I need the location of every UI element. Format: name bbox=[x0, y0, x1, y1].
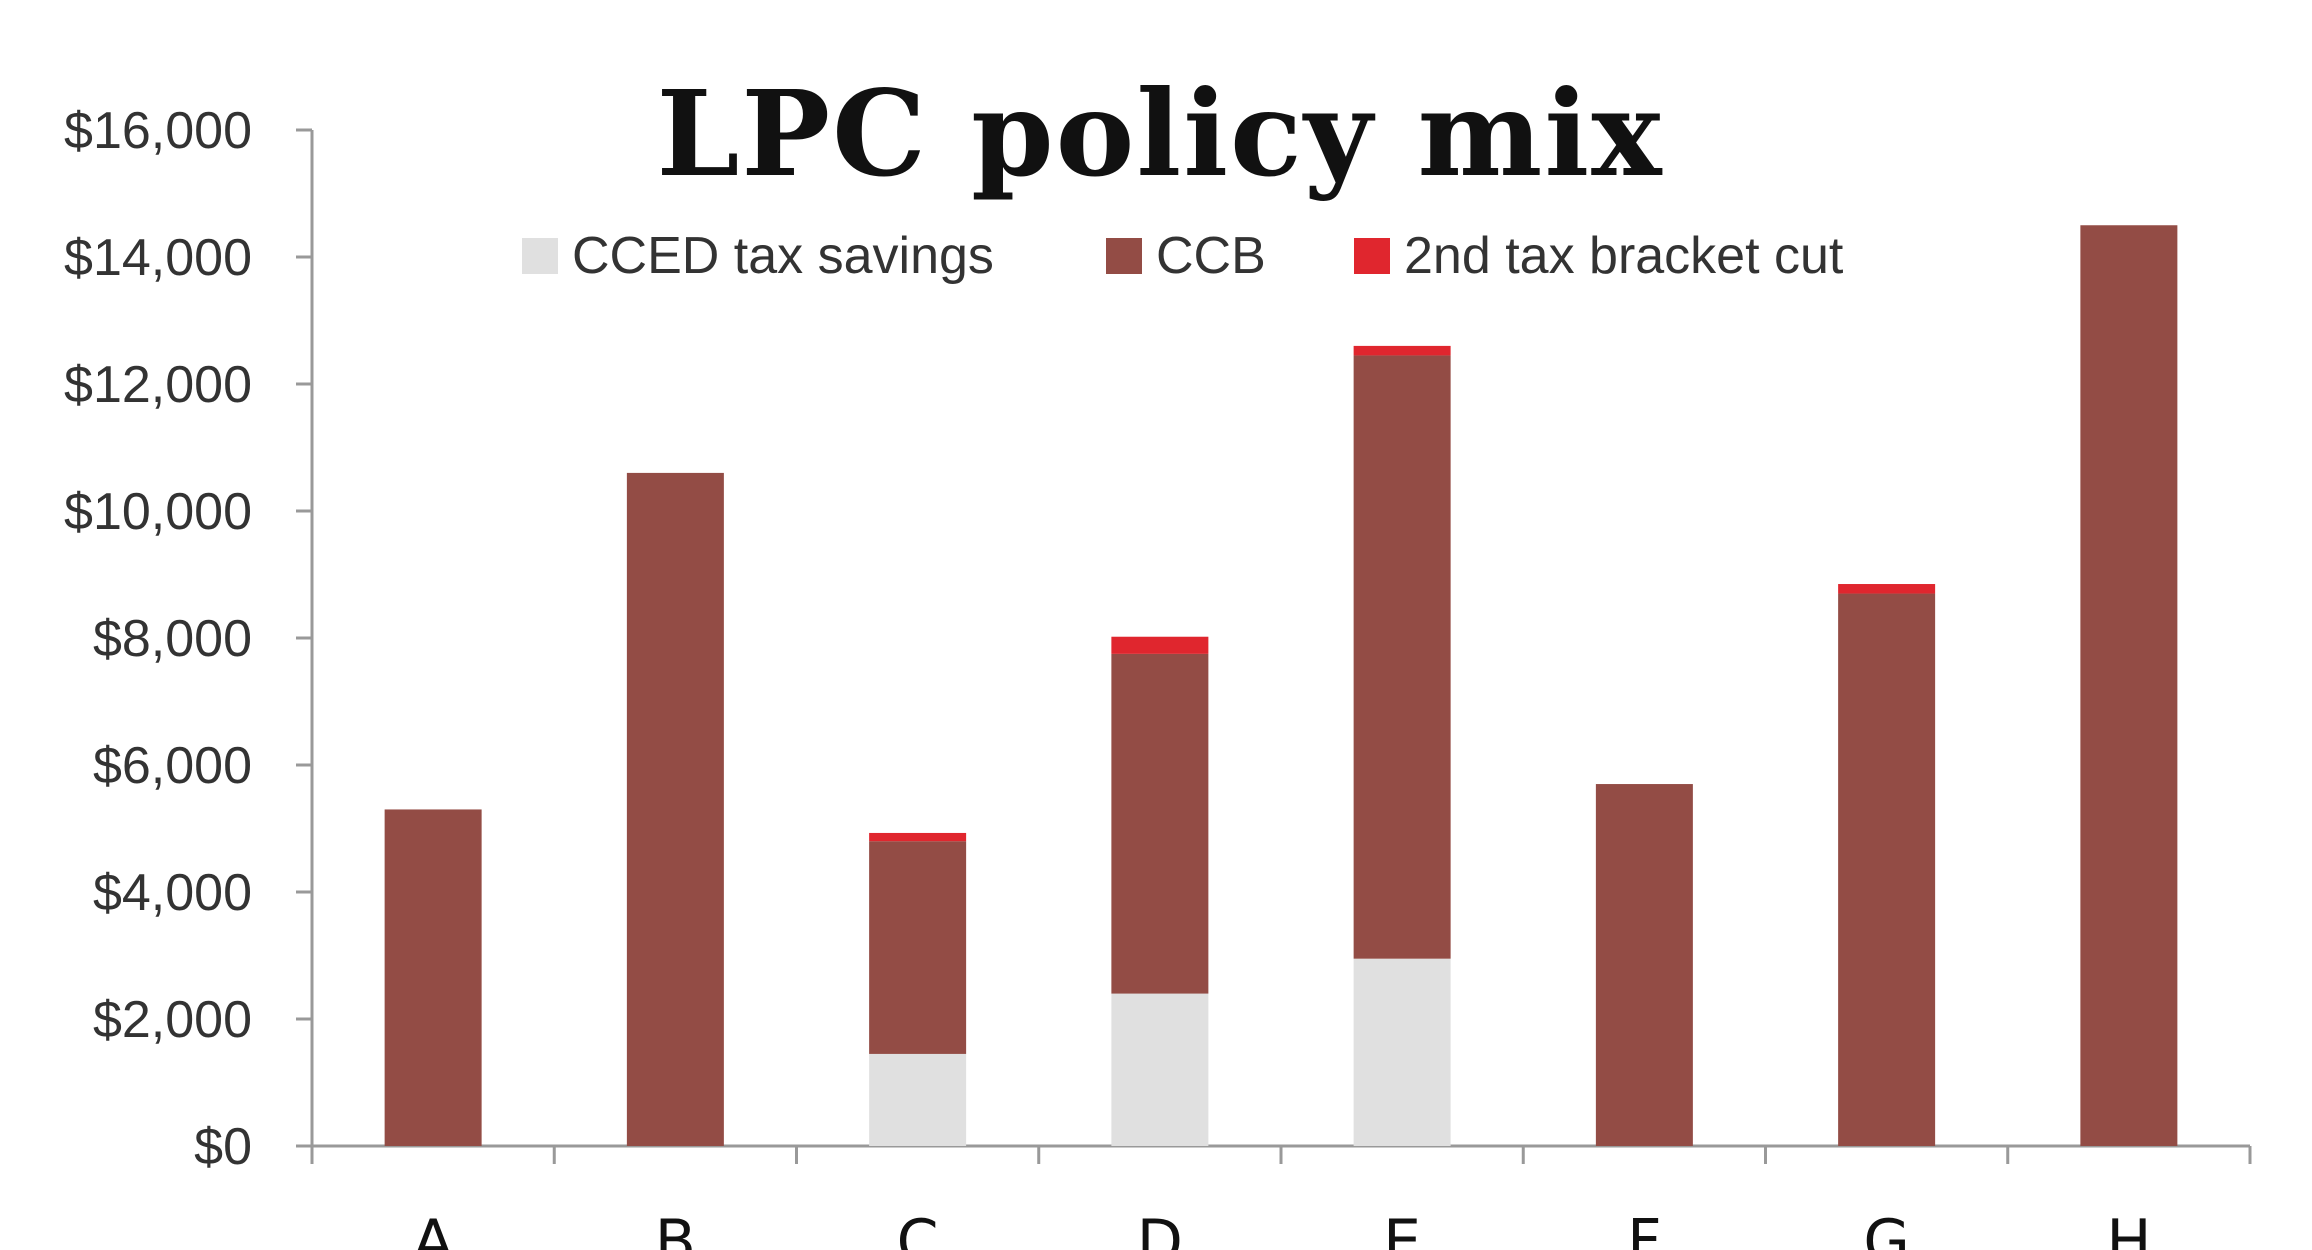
bar-segment bbox=[1353, 355, 1451, 959]
y-tick-label: $12,000 bbox=[64, 356, 252, 414]
x-category-label: H bbox=[2106, 1207, 2151, 1250]
y-tick-label: $10,000 bbox=[64, 483, 252, 541]
legend-label: CCED tax savings bbox=[572, 227, 994, 285]
bar-segment bbox=[626, 472, 724, 1146]
bar-segment bbox=[1111, 653, 1209, 994]
y-tick-label: $8,000 bbox=[93, 610, 252, 668]
bar-segment bbox=[384, 809, 482, 1146]
x-category-label: B bbox=[655, 1207, 696, 1250]
bar-segment bbox=[1353, 345, 1451, 356]
x-category-label: D bbox=[1137, 1207, 1183, 1250]
legend-label: 2nd tax bracket cut bbox=[1404, 227, 1844, 285]
legend-swatch bbox=[1106, 238, 1142, 274]
x-category-label: E bbox=[1383, 1207, 1421, 1250]
bar-segment bbox=[869, 832, 967, 842]
y-tick-label: $14,000 bbox=[64, 229, 252, 287]
x-axis: A B C D E F G H bbox=[310, 1144, 2252, 1250]
y-axis: $0 $2,000 $4,000 $6,000 $8,000 $10,000 $12,000… bbox=[64, 102, 314, 1176]
bar-segment bbox=[869, 1053, 967, 1146]
legend-swatch bbox=[522, 238, 558, 274]
y-tick-label: $6,000 bbox=[93, 737, 252, 795]
bar-segment bbox=[2080, 225, 2178, 1146]
legend-label: CCB bbox=[1156, 227, 1266, 285]
x-category-label: F bbox=[1627, 1207, 1662, 1250]
y-tick-label: $0 bbox=[194, 1118, 252, 1176]
x-category-label: A bbox=[413, 1207, 454, 1250]
bar-segment bbox=[1838, 584, 1936, 594]
x-category-label: G bbox=[1863, 1207, 1910, 1250]
bar-segment bbox=[1353, 958, 1451, 1146]
bars bbox=[384, 225, 2178, 1146]
bar-segment bbox=[1838, 593, 1936, 1146]
legend-swatch bbox=[1354, 238, 1390, 274]
chart-title: LPC policy mix bbox=[656, 64, 1663, 203]
y-tick-label: $16,000 bbox=[64, 102, 252, 160]
bar-segment bbox=[1111, 993, 1209, 1146]
bar-segment bbox=[1111, 636, 1209, 654]
legend: CCED tax savings CCB 2nd tax bracket cut bbox=[522, 227, 1844, 285]
bar-segment bbox=[1595, 784, 1693, 1146]
y-tick-label: $2,000 bbox=[93, 991, 252, 1049]
x-category-label: C bbox=[897, 1207, 939, 1250]
y-tick-label: $4,000 bbox=[93, 864, 252, 922]
bar-segment bbox=[869, 841, 967, 1054]
